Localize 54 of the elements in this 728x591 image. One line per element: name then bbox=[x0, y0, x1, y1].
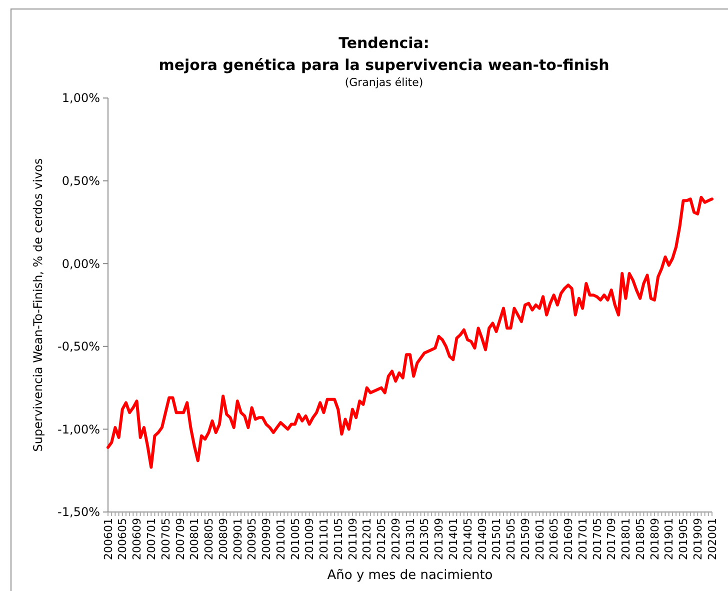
x-tick-label: 201401 bbox=[446, 518, 460, 560]
x-tick-label: 200905 bbox=[246, 518, 259, 560]
x-tick-label: 200601 bbox=[102, 518, 115, 560]
x-tick-label: 201605 bbox=[548, 518, 561, 560]
x-tick-label: 201905 bbox=[677, 518, 690, 560]
x-tick-label: 201305 bbox=[418, 518, 432, 560]
line-series bbox=[106, 196, 714, 469]
x-tick-label: 200801 bbox=[188, 518, 202, 560]
x-tick-label: 201705 bbox=[590, 518, 604, 560]
x-tick-label: 201601 bbox=[533, 518, 546, 560]
x-tick-label: 201405 bbox=[461, 518, 474, 560]
x-tick-label: 201005 bbox=[288, 518, 302, 560]
x-tick-label: 201509 bbox=[518, 518, 532, 560]
x-axis-title: Año y mes de nacimiento bbox=[327, 568, 493, 583]
chart-subtitle: (Granjas élite) bbox=[344, 76, 424, 89]
x-tick-label: 201501 bbox=[490, 518, 504, 560]
x-tick-label: 200701 bbox=[144, 518, 158, 560]
y-tick-label: -0,50% bbox=[58, 340, 100, 354]
x-tick-label: 200805 bbox=[202, 518, 216, 560]
y-tick-label: 0,50% bbox=[62, 174, 100, 188]
y-axis-title: Supervivencia Wean-To-Finish, % de cerdos vivos bbox=[31, 158, 45, 452]
x-tick-label: 201609 bbox=[562, 518, 576, 560]
x-tick-label: 201301 bbox=[404, 518, 417, 560]
x-tick-label: 201309 bbox=[432, 518, 446, 560]
chart-title: Tendencia: mejora genética para la supervivencia wean-to-finish bbox=[158, 34, 610, 74]
x-tick-label: 201205 bbox=[375, 518, 388, 560]
x-tick-label: 200609 bbox=[130, 518, 144, 560]
x-tick-label: 201709 bbox=[605, 518, 618, 560]
x-tick-label: 201009 bbox=[303, 518, 316, 560]
x-tick-label: 201209 bbox=[389, 518, 402, 560]
x-tick-label: 201701 bbox=[576, 518, 590, 560]
x-tick-label: 200605 bbox=[116, 518, 130, 560]
y-tick-label: -1,50% bbox=[58, 505, 100, 520]
y-tick-label: 1,00% bbox=[62, 91, 100, 106]
x-tick-label: 201801 bbox=[620, 518, 633, 560]
x-tick-label: 202001 bbox=[706, 518, 719, 560]
x-tick-label: 200705 bbox=[159, 518, 172, 560]
x-tick-label: 201805 bbox=[634, 518, 647, 560]
x-tick-label: 200901 bbox=[231, 518, 244, 560]
x-tick-label: 201505 bbox=[504, 518, 518, 560]
x-tick-label: 200909 bbox=[260, 518, 274, 560]
x-tick-label: 201901 bbox=[662, 518, 676, 560]
x-tick-label: 200709 bbox=[174, 518, 187, 560]
x-tick-label: 201105 bbox=[332, 518, 345, 560]
x-tick-label: 200809 bbox=[216, 518, 230, 560]
y-tick-label: 0,00% bbox=[62, 256, 100, 271]
x-tick-label: 201001 bbox=[274, 518, 288, 560]
x-tick-label: 201409 bbox=[476, 518, 489, 560]
y-tick-label: -1,00% bbox=[58, 422, 100, 436]
x-tick-label: 201201 bbox=[360, 518, 374, 560]
x-tick-label: 201809 bbox=[648, 518, 662, 560]
x-tick-label: 201909 bbox=[691, 518, 704, 560]
x-tick-label: 201101 bbox=[318, 518, 331, 560]
x-tick-label: 201109 bbox=[346, 518, 360, 560]
